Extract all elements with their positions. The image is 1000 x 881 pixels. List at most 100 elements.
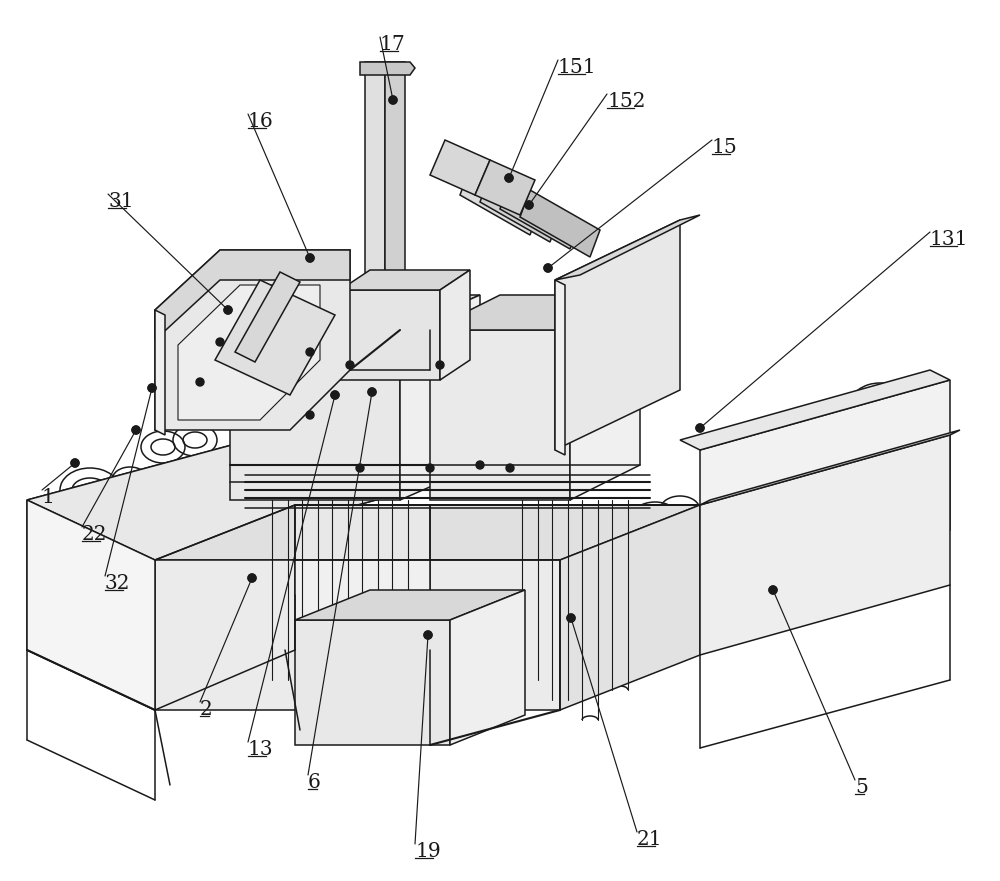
Polygon shape: [700, 380, 950, 600]
Polygon shape: [475, 160, 535, 215]
Circle shape: [148, 384, 156, 392]
Text: 32: 32: [105, 574, 130, 593]
Circle shape: [525, 201, 533, 209]
Polygon shape: [235, 272, 300, 362]
Text: 13: 13: [248, 740, 274, 759]
Polygon shape: [295, 620, 450, 745]
Polygon shape: [450, 590, 525, 745]
Text: 152: 152: [607, 92, 646, 111]
Polygon shape: [155, 505, 700, 560]
Circle shape: [331, 391, 339, 399]
Polygon shape: [230, 295, 480, 330]
Polygon shape: [215, 280, 335, 395]
Circle shape: [368, 388, 376, 396]
Circle shape: [424, 631, 432, 639]
Polygon shape: [230, 330, 400, 500]
Circle shape: [368, 388, 376, 396]
Circle shape: [148, 384, 156, 392]
Polygon shape: [400, 295, 480, 500]
Circle shape: [224, 306, 232, 314]
Circle shape: [389, 96, 397, 104]
Polygon shape: [430, 140, 490, 195]
Polygon shape: [365, 62, 385, 330]
Polygon shape: [555, 220, 680, 450]
Text: 5: 5: [855, 778, 868, 797]
Circle shape: [132, 426, 140, 434]
Circle shape: [248, 574, 256, 582]
Polygon shape: [430, 295, 640, 330]
Text: 1: 1: [42, 488, 55, 507]
Text: 17: 17: [380, 35, 406, 54]
Polygon shape: [680, 370, 950, 450]
Circle shape: [426, 464, 434, 472]
Polygon shape: [295, 505, 430, 560]
Polygon shape: [295, 505, 430, 650]
Polygon shape: [295, 590, 525, 620]
Polygon shape: [520, 190, 600, 257]
Text: 6: 6: [308, 773, 321, 792]
Polygon shape: [155, 560, 560, 710]
Polygon shape: [555, 280, 565, 455]
Text: 131: 131: [930, 230, 968, 249]
Polygon shape: [155, 250, 350, 430]
Circle shape: [505, 174, 513, 182]
Polygon shape: [27, 500, 155, 710]
Circle shape: [331, 391, 339, 399]
Polygon shape: [385, 62, 405, 330]
Circle shape: [389, 96, 397, 104]
Polygon shape: [440, 270, 470, 380]
Circle shape: [306, 348, 314, 356]
Polygon shape: [155, 250, 350, 340]
Circle shape: [356, 464, 364, 472]
Circle shape: [476, 461, 484, 469]
Circle shape: [306, 254, 314, 262]
Polygon shape: [700, 435, 950, 655]
Circle shape: [306, 254, 314, 262]
Polygon shape: [430, 330, 570, 500]
Polygon shape: [560, 505, 700, 710]
Circle shape: [71, 459, 79, 467]
Polygon shape: [27, 428, 420, 560]
Circle shape: [346, 361, 354, 369]
Circle shape: [306, 411, 314, 419]
Circle shape: [248, 574, 256, 582]
Circle shape: [132, 426, 140, 434]
Circle shape: [769, 586, 777, 594]
Circle shape: [696, 424, 704, 432]
Text: 19: 19: [415, 842, 441, 861]
Text: 31: 31: [108, 192, 134, 211]
Circle shape: [544, 264, 552, 272]
Circle shape: [506, 464, 514, 472]
Circle shape: [71, 459, 79, 467]
Bar: [50, 545, 145, 600]
Polygon shape: [27, 428, 420, 560]
Circle shape: [567, 614, 575, 622]
Polygon shape: [360, 62, 415, 75]
Polygon shape: [295, 560, 430, 650]
Polygon shape: [570, 295, 640, 500]
Circle shape: [436, 361, 444, 369]
Bar: [775, 450, 865, 498]
Circle shape: [567, 614, 575, 622]
Text: 15: 15: [712, 138, 738, 157]
Circle shape: [696, 424, 704, 432]
Polygon shape: [555, 215, 700, 280]
Circle shape: [196, 378, 204, 386]
Polygon shape: [178, 285, 320, 420]
Polygon shape: [500, 182, 580, 249]
Polygon shape: [155, 310, 165, 435]
Circle shape: [216, 338, 224, 346]
Polygon shape: [700, 430, 960, 505]
Circle shape: [525, 201, 533, 209]
Text: 151: 151: [558, 58, 597, 77]
Circle shape: [424, 631, 432, 639]
Polygon shape: [340, 270, 470, 290]
Circle shape: [505, 174, 513, 182]
Polygon shape: [460, 168, 540, 235]
Circle shape: [544, 264, 552, 272]
Circle shape: [769, 586, 777, 594]
Polygon shape: [340, 290, 440, 380]
Text: 22: 22: [82, 525, 108, 544]
Text: 16: 16: [248, 112, 274, 131]
Circle shape: [224, 306, 232, 314]
